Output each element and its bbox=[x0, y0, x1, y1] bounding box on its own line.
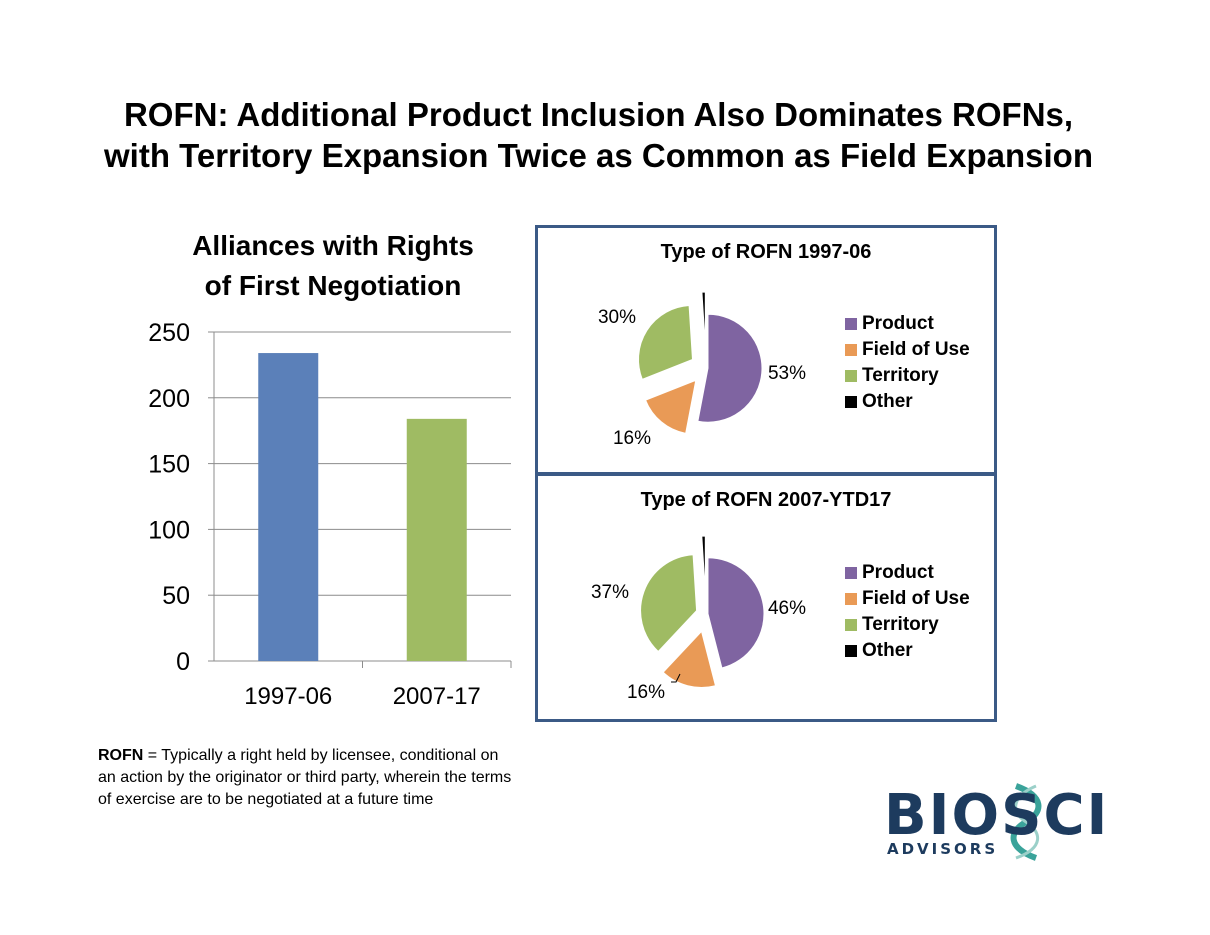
data-label: 37% bbox=[591, 582, 629, 603]
data-label: 53% bbox=[768, 363, 806, 384]
legend-label: Product bbox=[862, 313, 934, 334]
bar-chart-title: Alliances with Rights of First Negotiati… bbox=[160, 226, 506, 306]
footnote-definition: = Typically a right held by licensee, co… bbox=[143, 747, 499, 764]
pie-chart-panel-1997-06: Type of ROFN 1997-06 53% 16% 30% Product F… bbox=[535, 225, 997, 475]
leader-line bbox=[671, 673, 681, 683]
data-label: 30% bbox=[598, 307, 636, 328]
logo-subtitle: ADVISORS bbox=[887, 840, 999, 858]
pie-slice-product bbox=[697, 313, 763, 423]
footnote-line-1: ROFN = Typically a right held by license… bbox=[98, 745, 511, 767]
x-tick-label: 1997-06 bbox=[244, 683, 332, 710]
pie-chart-panel-2007-ytd17: Type of ROFN 2007-YTD17 46% 16% 37% Produc… bbox=[535, 473, 997, 722]
legend-item-product: Product bbox=[845, 311, 970, 337]
footnote-line-2: an action by the originator or third par… bbox=[98, 769, 512, 786]
pie-slice-territory bbox=[640, 554, 698, 653]
bar-chart-title-line-2: of First Negotiation bbox=[204, 270, 462, 301]
dna-helix-icon bbox=[1010, 783, 1042, 861]
legend-label: Territory bbox=[862, 365, 939, 386]
legend-swatch-other bbox=[845, 645, 857, 657]
biosci-advisors-logo: BIOSCI ADVISORS bbox=[884, 782, 1134, 861]
logo-wordmark: BIOSCI bbox=[884, 783, 1110, 848]
legend-label: Field of Use bbox=[862, 339, 970, 360]
legend-item-territory: Territory bbox=[845, 612, 970, 638]
pie-slice-other bbox=[701, 535, 706, 593]
page-title-line-2: with Territory Expansion Twice as Common… bbox=[104, 137, 1093, 174]
legend-swatch-field-of-use bbox=[845, 593, 857, 605]
legend-label: Territory bbox=[862, 614, 939, 635]
pie-legend: Product Field of Use Territory Other bbox=[845, 311, 970, 415]
pie-slice-field-of-use bbox=[644, 379, 697, 434]
pie-slice-other bbox=[701, 291, 706, 347]
y-tick-label: 100 bbox=[148, 516, 190, 544]
pie-chart: 46% 16% 37% bbox=[591, 535, 806, 703]
y-tick-label: 200 bbox=[148, 385, 190, 413]
footnote: ROFN = Typically a right held by license… bbox=[98, 745, 511, 811]
data-label: 16% bbox=[613, 428, 651, 449]
legend-label: Field of Use bbox=[862, 588, 970, 609]
bar-chart-title-line-1: Alliances with Rights bbox=[192, 230, 474, 261]
bar bbox=[406, 418, 467, 661]
pie-legend: Product Field of Use Territory Other bbox=[845, 560, 970, 664]
legend-swatch-territory bbox=[845, 619, 857, 631]
pie-chart: 53% 16% 30% bbox=[598, 291, 806, 449]
footnote-line-3: of exercise are to be negotiated at a fu… bbox=[98, 791, 434, 808]
bar bbox=[258, 353, 319, 661]
legend-label: Other bbox=[862, 391, 913, 412]
legend-swatch-field-of-use bbox=[845, 344, 857, 356]
y-tick-label: 150 bbox=[148, 451, 190, 479]
pie-chart-title: Type of ROFN 2007-YTD17 bbox=[640, 489, 892, 511]
page-title-line-1: ROFN: Additional Product Inclusion Also … bbox=[123, 96, 1074, 133]
pie-slice-field-of-use bbox=[662, 630, 717, 688]
page-title: ROFN: Additional Product Inclusion Also … bbox=[0, 94, 1197, 176]
legend-item-product: Product bbox=[845, 560, 970, 586]
legend-swatch-product bbox=[845, 567, 857, 579]
data-label: 46% bbox=[768, 598, 806, 619]
pie-slice-product bbox=[707, 557, 765, 669]
y-tick-label: 250 bbox=[148, 319, 190, 347]
legend-swatch-other bbox=[845, 396, 857, 408]
footnote-term: ROFN bbox=[98, 747, 144, 764]
legend-swatch-territory bbox=[845, 370, 857, 382]
legend-swatch-product bbox=[845, 318, 857, 330]
y-tick-label: 50 bbox=[162, 582, 190, 610]
y-tick-label: 0 bbox=[176, 648, 190, 676]
legend-item-territory: Territory bbox=[845, 363, 970, 389]
legend-label: Other bbox=[862, 640, 913, 661]
legend-item-other: Other bbox=[845, 638, 970, 664]
legend-item-other: Other bbox=[845, 389, 970, 415]
pie-chart-title: Type of ROFN 1997-06 bbox=[660, 241, 872, 263]
legend-item-field-of-use: Field of Use bbox=[845, 586, 970, 612]
data-label: 16% bbox=[627, 682, 665, 703]
pie-slice-territory bbox=[638, 305, 694, 380]
x-tick-label: 2007-17 bbox=[393, 683, 481, 710]
legend-item-field-of-use: Field of Use bbox=[845, 337, 970, 363]
legend-label: Product bbox=[862, 562, 934, 583]
